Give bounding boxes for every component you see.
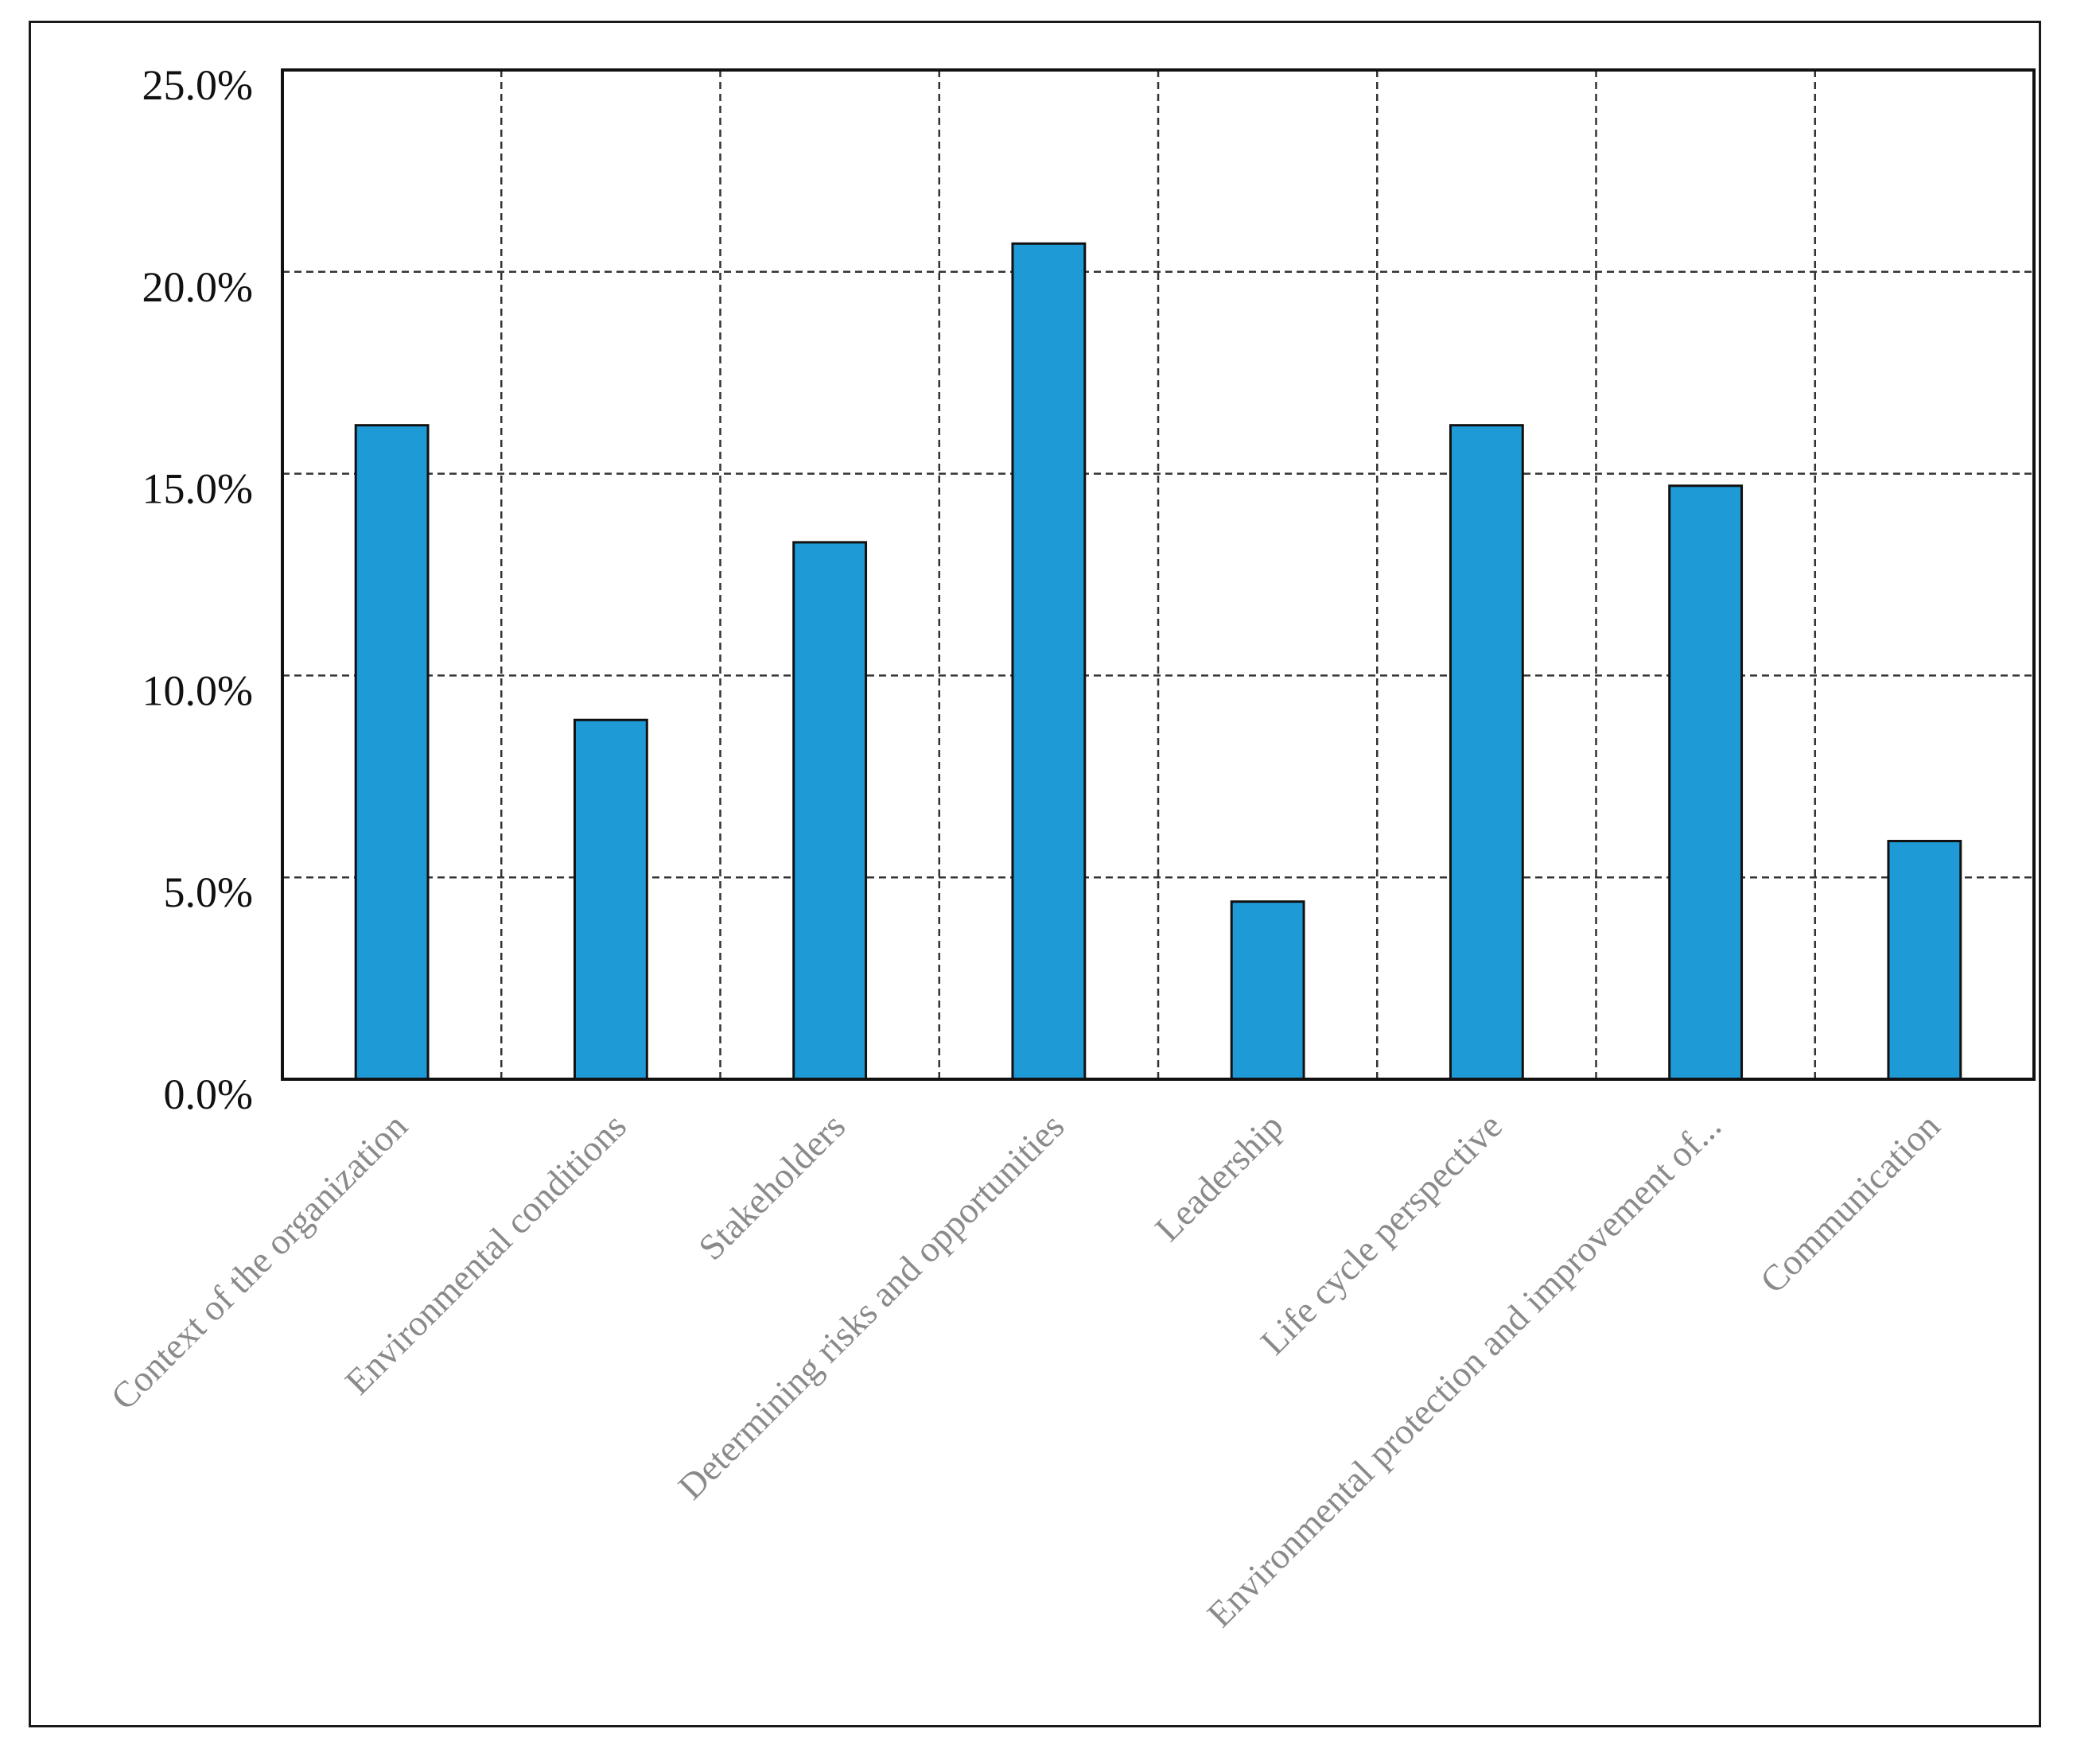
- y-tick-label: 15.0%: [142, 465, 253, 513]
- bar: [354, 424, 430, 1081]
- bar: [1887, 840, 1962, 1081]
- y-tick-label: 5.0%: [164, 868, 253, 916]
- grid-lines: [282, 70, 2034, 1079]
- bar: [1230, 900, 1305, 1081]
- plot-area-border: [281, 68, 2036, 1081]
- bar: [1449, 424, 1524, 1081]
- x-tick-label: Stakeholders: [690, 1105, 853, 1268]
- bar: [573, 718, 648, 1081]
- y-axis-tick-labels: 0.0% 5.0% 10.0% 15.0% 20.0% 25.0%: [142, 61, 253, 1118]
- x-axis-tick-labels: Context of the organizationEnvironmental…: [103, 1105, 1947, 1635]
- bar: [792, 541, 868, 1081]
- chart-frame: [29, 21, 2041, 1727]
- x-tick-label: Life cycle perspective: [1253, 1105, 1510, 1362]
- y-tick-label: 10.0%: [142, 666, 253, 714]
- y-tick-label: 20.0%: [142, 263, 253, 311]
- bar: [1011, 242, 1087, 1081]
- bars: [354, 242, 1962, 1081]
- x-tick-label: Environmental protection and improvement…: [1200, 1105, 1729, 1635]
- y-tick-label: 25.0%: [142, 61, 253, 109]
- y-tick-label: 0.0%: [164, 1070, 253, 1118]
- x-tick-label: Leadership: [1147, 1105, 1291, 1249]
- x-tick-label: Communication: [1752, 1105, 1948, 1301]
- bar: [1668, 484, 1744, 1081]
- x-tick-label: Determining risks and opportunities: [671, 1105, 1072, 1507]
